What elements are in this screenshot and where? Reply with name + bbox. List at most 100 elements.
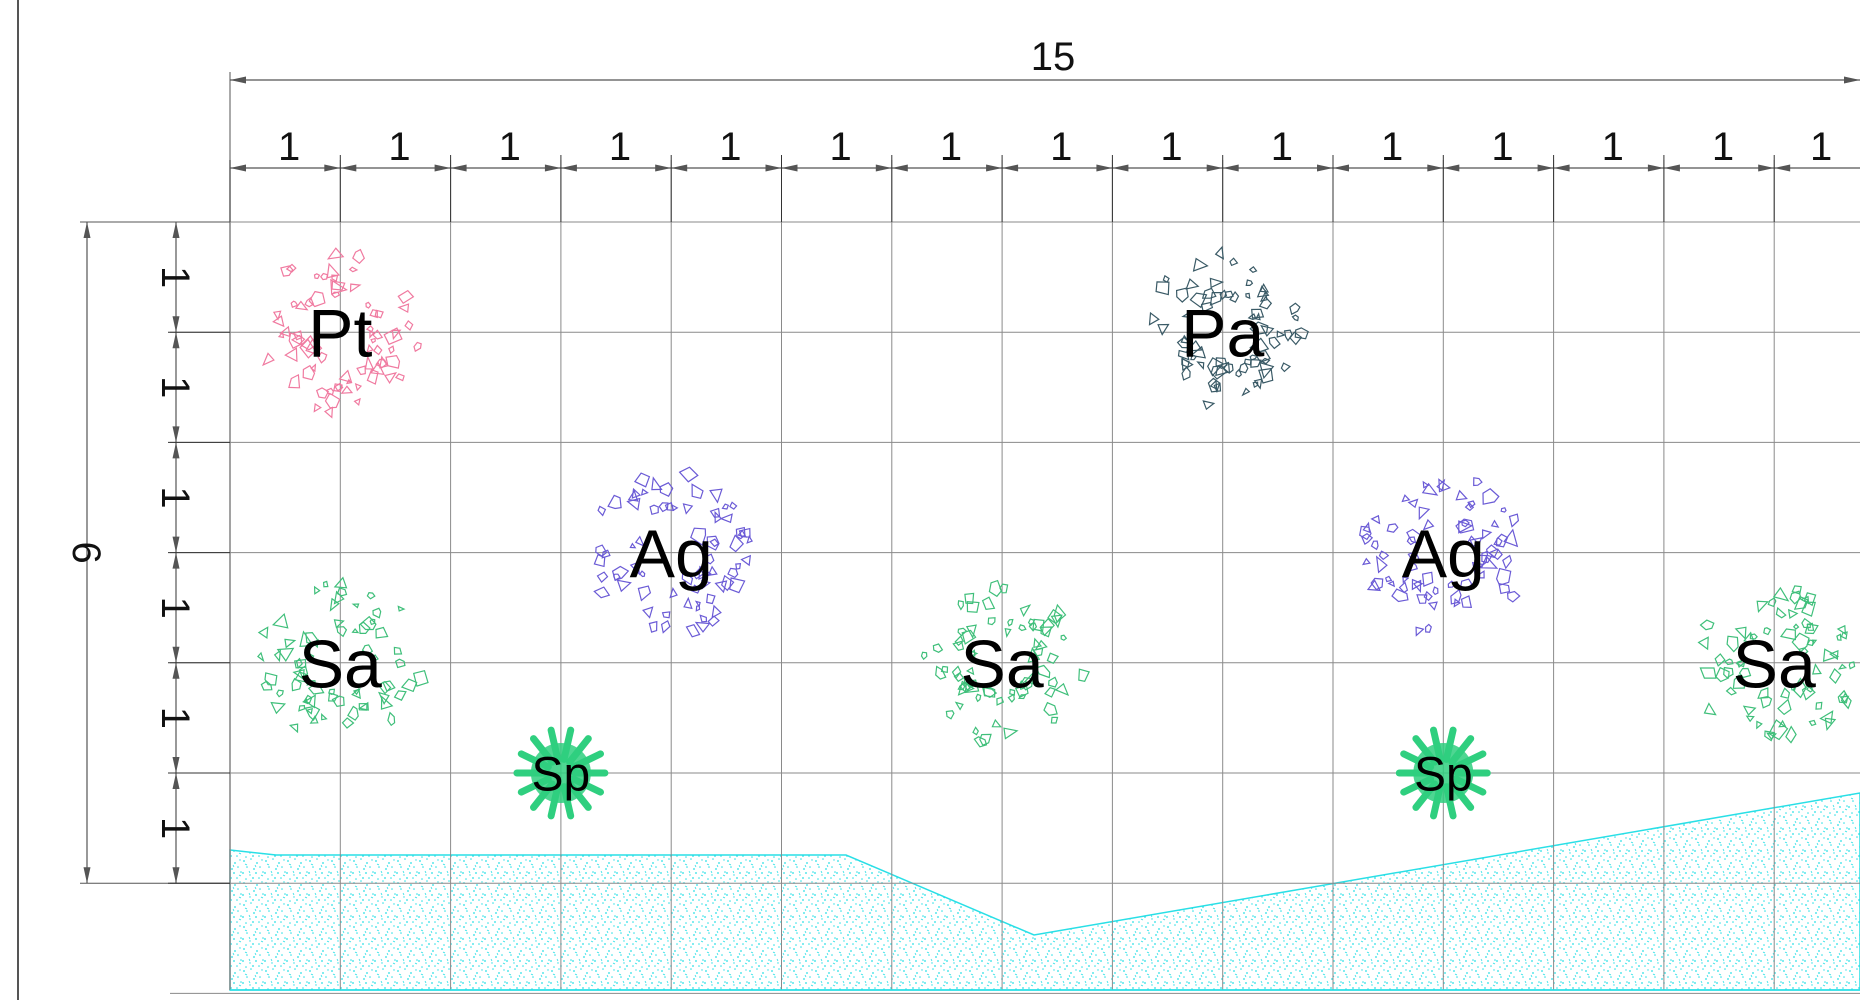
plant-fragment [369, 309, 378, 319]
water-body [229, 792, 1860, 991]
plant-fragment [991, 718, 1002, 728]
dimension-arrowhead [450, 164, 467, 172]
plant-fragment [593, 553, 606, 568]
plant-fragment [333, 576, 348, 589]
plant-fragment [1785, 725, 1797, 744]
plant-fragment [313, 402, 322, 413]
plant-fragment [709, 488, 723, 504]
plant-fragment [651, 476, 663, 491]
plant-fragment [1023, 669, 1037, 686]
column-width-label: 1 [1491, 125, 1513, 169]
dimension-arrowhead [172, 426, 180, 443]
plant-fragment [1050, 614, 1063, 629]
dimension-arrowhead [83, 222, 91, 238]
plant-fragment [975, 693, 982, 703]
plant-fragment [373, 344, 383, 356]
plant-fragment [642, 606, 654, 619]
plant-fragment [1361, 557, 1372, 566]
plant-fragment [1838, 663, 1848, 670]
plant-fragment [1181, 358, 1190, 368]
plant-fragment [729, 577, 746, 594]
dimension-arrowhead [671, 164, 688, 172]
plant-fragment [596, 571, 609, 584]
plant-fragment [1836, 624, 1847, 636]
plant-fragment [737, 529, 748, 538]
plant-fragment [1054, 682, 1070, 697]
plant-fragment [298, 665, 309, 679]
plant-fragment [729, 501, 738, 510]
plant-fragment [1245, 279, 1254, 286]
plant-fragment [1229, 290, 1240, 303]
plant-fragment [1370, 514, 1381, 525]
plant-fragment [1387, 580, 1396, 588]
plant-fragment [1375, 555, 1388, 574]
plant-fragment [1471, 561, 1485, 575]
plant-fragment [284, 347, 298, 363]
dimension-arrowhead [1317, 164, 1333, 172]
plant-fragment [382, 680, 396, 692]
plant-fragment [307, 683, 325, 695]
plant-fragment [271, 612, 289, 629]
dimension-arrowhead [230, 164, 246, 172]
plant-fragment [358, 621, 371, 635]
plant-fragment [298, 704, 306, 712]
plant-fragment [351, 628, 360, 634]
plant-fragment [369, 618, 376, 626]
plant-fragment [1386, 523, 1399, 533]
plant-fragment [1421, 571, 1434, 587]
column-width-label: 1 [1602, 125, 1624, 169]
column-width-label: 1 [1050, 125, 1072, 169]
plant-fragment [1837, 689, 1849, 704]
plant-fragment [664, 501, 675, 511]
plant-fragment [299, 630, 314, 647]
plant-fragment [1189, 345, 1207, 359]
plant-fragment [1421, 482, 1439, 496]
dimension-arrowhead [1844, 76, 1860, 84]
plant-fragment [1384, 575, 1393, 583]
plant-fragment [1792, 677, 1807, 699]
plant-fragment [365, 325, 374, 333]
plant-fragment [374, 309, 384, 319]
dimension-arrowhead [1333, 164, 1349, 172]
plant-fragment [1253, 350, 1271, 364]
plant-fragment [626, 497, 641, 511]
plant-fragment [1157, 323, 1170, 336]
plant-fragment [397, 605, 406, 612]
plant-fragment [709, 507, 721, 518]
plant-fragment [964, 592, 975, 605]
plant-fragment [1478, 570, 1485, 579]
plant-fragment [306, 678, 314, 686]
plant-fragment [1757, 687, 1769, 699]
plant-fragment [1450, 588, 1462, 605]
plant-fragment [601, 549, 611, 559]
plant-fragment [352, 248, 366, 265]
plant-fragment [1200, 301, 1214, 313]
plant-fragment [1215, 357, 1228, 369]
plant-fragment [300, 334, 317, 351]
plant-fragment [280, 265, 294, 277]
plant-fragment [1047, 608, 1063, 625]
plant-fragment [351, 603, 360, 609]
plant-fragment [981, 596, 996, 611]
plant-fragment [1432, 586, 1439, 596]
dimension-arrowhead [1002, 164, 1019, 172]
dimension-arrowhead [1647, 164, 1664, 172]
row-height-label: 1 [153, 376, 197, 398]
dimension-arrowhead [1206, 164, 1223, 172]
plant-fragment [1407, 498, 1419, 509]
plant-fragment [694, 621, 711, 633]
plant-fragment [988, 579, 1003, 598]
plant-fragment [1493, 536, 1503, 546]
plant-fragment [1772, 586, 1790, 602]
plant-fragment [695, 605, 701, 612]
plant-fragment [1401, 494, 1411, 503]
plant-fragment [397, 289, 415, 305]
plant-code-label: Sp [1414, 748, 1473, 801]
plant-fragment [957, 600, 964, 611]
plant-fragment [1824, 717, 1837, 732]
plant-fragment [1836, 633, 1842, 641]
plant-fragment [1207, 357, 1225, 377]
plant-fragment [1378, 550, 1390, 561]
plant-fragment [1003, 727, 1019, 740]
plant-fragment [358, 702, 368, 711]
